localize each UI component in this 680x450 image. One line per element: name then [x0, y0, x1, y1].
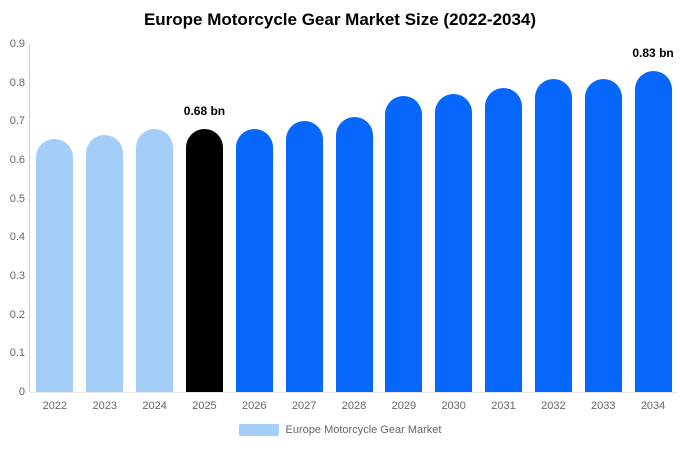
- bar-2026[interactable]: [235, 129, 273, 392]
- y-axis-tick-label: 0.7: [9, 115, 25, 128]
- x-axis-tick-label: 2033: [590, 400, 616, 412]
- x-axis-tick-label: 2030: [441, 400, 466, 412]
- x-axis-tick-label: 2024: [142, 400, 167, 412]
- bar-2032[interactable]: [534, 78, 572, 392]
- y-axis-tick-label: 0.1: [9, 347, 25, 360]
- x-axis-tick-label: 2028: [341, 400, 367, 412]
- x-axis-tick-label: 2032: [541, 400, 566, 412]
- bar-value-label: 0.68 bn: [183, 104, 226, 119]
- x-axis-tick-label: 2027: [291, 400, 317, 412]
- y-axis-tick-label: 0.4: [9, 231, 25, 244]
- legend-item[interactable]: Europe Motorcycle Gear Market: [238, 424, 442, 436]
- y-axis-tick-label: 0: [18, 386, 25, 398]
- bar-2030[interactable]: [435, 94, 473, 392]
- bar-2031[interactable]: [485, 88, 523, 392]
- x-axis-tick-label: 2031: [491, 400, 516, 412]
- y-axis-tick-label: 0.9: [9, 38, 25, 50]
- x-axis-tick-label: 2025: [192, 400, 217, 412]
- bar-2025[interactable]: [185, 129, 223, 392]
- x-axis-tick-label: 2022: [42, 400, 68, 412]
- x-axis-tick-label: 2023: [92, 400, 117, 412]
- legend: Europe Motorcycle Gear Market: [0, 424, 680, 436]
- bar-value-label: 0.83 bn: [632, 46, 674, 61]
- bar-2029[interactable]: [385, 96, 423, 392]
- x-axis-tick-label: 2034: [640, 400, 666, 412]
- y-axis-tick-label: 0.6: [9, 154, 25, 166]
- x-axis-tick-label: 2029: [391, 400, 417, 412]
- bar-2034[interactable]: [634, 71, 672, 392]
- x-axis-tick-label: 2026: [242, 400, 267, 412]
- y-axis-tick-label: 0.2: [9, 308, 25, 321]
- bar-2024[interactable]: [136, 129, 174, 392]
- bar-2023[interactable]: [86, 134, 124, 392]
- bar-2027[interactable]: [285, 121, 323, 392]
- bar-2022[interactable]: [36, 138, 74, 392]
- y-axis-line: [29, 44, 30, 392]
- legend-swatch-icon: [238, 424, 279, 436]
- legend-label: Europe Motorcycle Gear Market: [285, 424, 442, 436]
- y-axis-tick-label: 0.8: [9, 76, 25, 89]
- bar-2033[interactable]: [584, 78, 622, 392]
- y-axis-tick-label: 0.5: [9, 192, 25, 205]
- chart-title: Europe Motorcycle Gear Market Size (2022…: [143, 10, 537, 29]
- y-axis-tick-label: 0.3: [9, 270, 25, 282]
- x-axis-line: [30, 392, 678, 393]
- bar-2028[interactable]: [335, 117, 373, 392]
